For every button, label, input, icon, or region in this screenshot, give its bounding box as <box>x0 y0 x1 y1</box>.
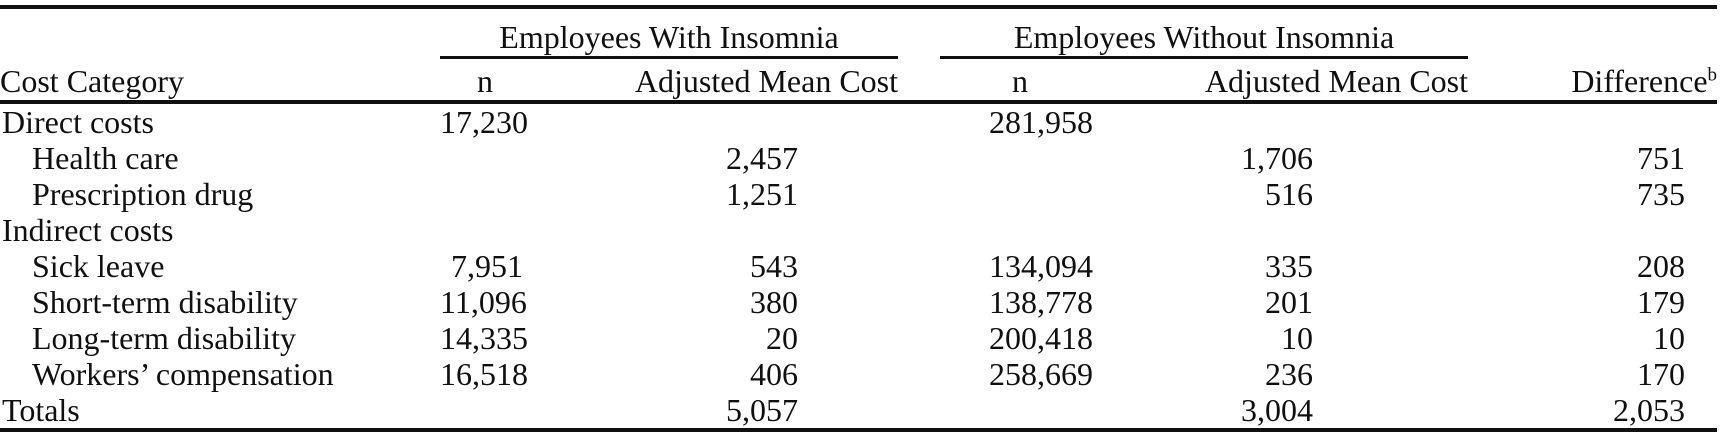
table-row: Totals 5,057 3,004 2,053 <box>0 392 1717 430</box>
group-header-empty-cell <box>1468 7 1717 58</box>
table-row: Indirect costs <box>0 212 1717 248</box>
group-header-with-insomnia: Employees With Insomnia <box>440 7 898 59</box>
col-header-n-without: n <box>940 57 1100 104</box>
cell-adjusted-mean-cost-with-insomnia: 5,057 <box>726 392 798 428</box>
cell-adjusted-mean-cost-without-insomnia <box>1100 102 1468 140</box>
cell-difference: 751 <box>1637 140 1686 176</box>
table-body: Direct costs 17,230 281,958 Health care … <box>0 102 1717 430</box>
cell-difference: 170 <box>1637 356 1686 392</box>
group-header-empty-cell <box>0 7 440 58</box>
insomnia-cost-comparison-table: Employees With Insomnia Employees Withou… <box>0 5 1718 432</box>
cell-adjusted-mean-cost-without-insomnia: 201 <box>1265 284 1314 320</box>
cell-n-without-insomnia: 134,094 <box>989 248 1093 284</box>
cell-difference: 10 <box>1653 320 1686 356</box>
cell-adjusted-mean-cost-without-insomnia: 10 <box>1281 320 1314 356</box>
column-header-row: Cost Category n Adjusted Mean Cost n Adj… <box>0 57 1718 104</box>
difference-footnote-marker: b <box>1707 64 1718 86</box>
cell-n-with-insomnia <box>440 176 530 212</box>
table-row: Prescription drug 1,251 516 735 <box>0 176 1717 212</box>
group-header-row: Employees With Insomnia Employees Withou… <box>0 7 1717 59</box>
cell-n-with-insomnia: 14,335 <box>440 320 528 356</box>
col-header-adjusted-mean-cost-without: Adjusted Mean Cost <box>1100 57 1469 104</box>
cell-difference: 208 <box>1637 248 1686 284</box>
cell-n-with-insomnia <box>440 140 530 176</box>
cell-adjusted-mean-cost-with-insomnia: 1,251 <box>726 176 798 212</box>
cell-n-without-insomnia <box>940 212 1100 248</box>
row-label: Sick leave <box>32 248 165 284</box>
cell-n-without-insomnia: 281,958 <box>989 104 1093 140</box>
spacer-cell <box>898 140 940 176</box>
cell-n-with-insomnia <box>440 212 530 248</box>
spacer-cell <box>898 356 940 392</box>
table-row: Direct costs 17,230 281,958 <box>0 102 1717 140</box>
cell-n-with-insomnia: 16,518 <box>440 356 528 392</box>
cell-n-with-insomnia: 7,951 <box>451 248 523 284</box>
cell-n-with-insomnia: 11,096 <box>440 284 527 320</box>
cell-adjusted-mean-cost-without-insomnia: 516 <box>1265 176 1314 212</box>
cell-n-without-insomnia: 258,669 <box>989 356 1093 392</box>
cell-n-without-insomnia <box>940 392 1100 430</box>
cell-difference: 735 <box>1637 176 1686 212</box>
table-header: Employees With Insomnia Employees Withou… <box>0 7 1718 104</box>
table-row: Long-term disability 14,335 20 200,418 1… <box>0 320 1717 356</box>
group-header-without-insomnia: Employees Without Insomnia <box>940 7 1469 59</box>
cell-n-without-insomnia: 200,418 <box>989 320 1093 356</box>
spacer-cell <box>898 102 940 140</box>
spacer-cell <box>898 284 940 320</box>
cell-adjusted-mean-cost-with-insomnia <box>530 102 898 140</box>
cell-adjusted-mean-cost-without-insomnia: 3,004 <box>1241 392 1314 428</box>
row-label: Health care <box>32 140 179 176</box>
cell-adjusted-mean-cost-with-insomnia: 543 <box>750 248 798 284</box>
cell-adjusted-mean-cost-with-insomnia <box>530 212 898 248</box>
spacer-cell <box>898 248 940 284</box>
row-label: Indirect costs <box>2 212 174 248</box>
spacer-cell <box>898 320 940 356</box>
cell-adjusted-mean-cost-without-insomnia: 335 <box>1265 248 1314 284</box>
cell-adjusted-mean-cost-without-insomnia <box>1100 212 1468 248</box>
spacer-cell <box>898 212 940 248</box>
row-label: Prescription drug <box>32 176 254 212</box>
row-label: Short-term disability <box>32 284 298 320</box>
difference-label: Difference <box>1571 63 1708 99</box>
cell-n-with-insomnia <box>440 392 530 430</box>
cell-adjusted-mean-cost-without-insomnia: 236 <box>1265 356 1314 392</box>
table-row: Health care 2,457 1,706 751 <box>0 140 1717 176</box>
cell-adjusted-mean-cost-with-insomnia: 2,457 <box>726 140 798 176</box>
row-label: Long-term disability <box>32 320 296 356</box>
col-header-cost-category: Cost Category <box>0 57 440 104</box>
group-header-spacer-cell <box>898 7 940 58</box>
cell-adjusted-mean-cost-with-insomnia: 406 <box>750 356 798 392</box>
cell-n-without-insomnia <box>940 140 1100 176</box>
spacer-cell <box>898 392 940 430</box>
table-row: Workers’ compensation 16,518 406 258,669… <box>0 356 1717 392</box>
cell-adjusted-mean-cost-with-insomnia: 380 <box>750 284 798 320</box>
col-header-difference: Differenceb <box>1468 57 1718 104</box>
cell-adjusted-mean-cost-with-insomnia: 20 <box>766 320 798 356</box>
col-header-adjusted-mean-cost-with: Adjusted Mean Cost <box>530 57 898 104</box>
cell-adjusted-mean-cost-without-insomnia: 1,706 <box>1241 140 1314 176</box>
cell-n-without-insomnia <box>940 176 1100 212</box>
cell-difference: 2,053 <box>1613 392 1686 428</box>
row-label: Direct costs <box>2 104 154 140</box>
col-header-spacer-cell <box>898 57 940 104</box>
table-row: Sick leave 7,951 543 134,094 335 208 <box>0 248 1717 284</box>
cell-n-with-insomnia: 17,230 <box>440 104 528 140</box>
cell-difference: 179 <box>1637 284 1686 320</box>
spacer-cell <box>898 176 940 212</box>
row-label: Workers’ compensation <box>32 356 334 392</box>
cell-difference <box>1468 102 1717 140</box>
row-label: Totals <box>2 392 80 428</box>
table-row: Short-term disability 11,096 380 138,778… <box>0 284 1717 320</box>
col-header-n-with: n <box>440 57 530 104</box>
cell-difference <box>1468 212 1717 248</box>
cell-n-without-insomnia: 138,778 <box>989 284 1093 320</box>
